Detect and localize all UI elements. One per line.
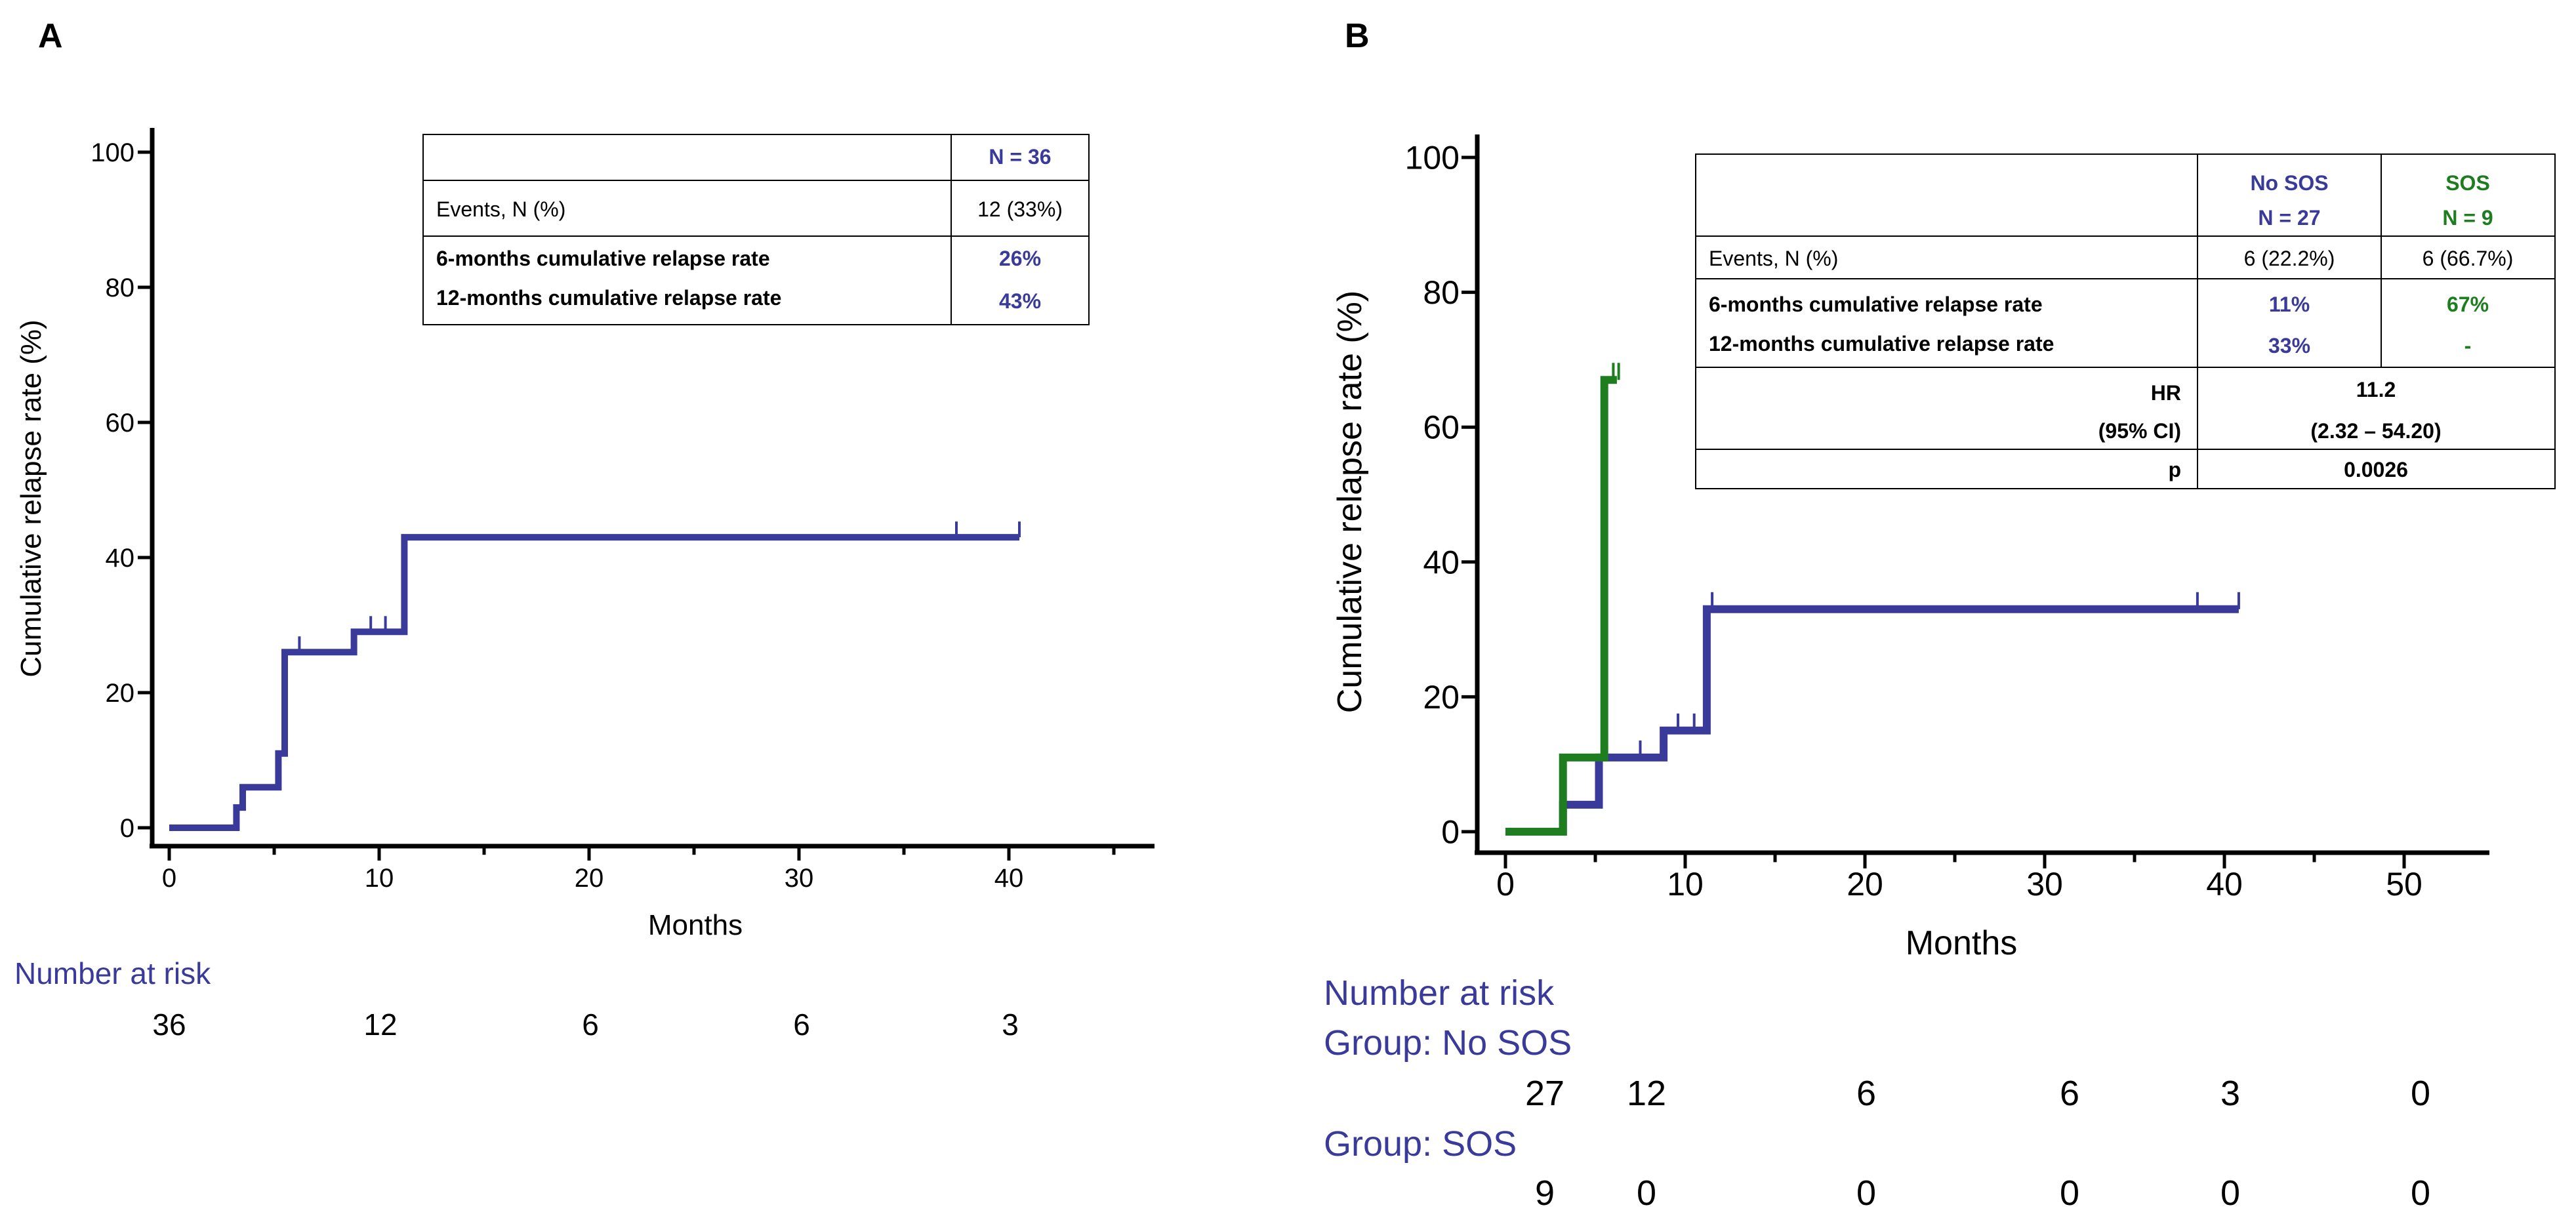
- b-x-tick-label: 10: [1667, 866, 1704, 903]
- b-risk-value: 0: [2411, 1173, 2430, 1213]
- b-hr-ci-label: (95% CI): [2098, 419, 2181, 443]
- b-risk-value: 0: [2220, 1173, 2240, 1213]
- b-x-tick-label: 30: [2026, 866, 2063, 903]
- b-events-label: Events, N (%): [1709, 247, 1838, 270]
- a-x-tick-label: 40: [994, 864, 1024, 893]
- a-rate6-value: 26%: [999, 247, 1041, 270]
- a-rate6-label: 6-months cumulative relapse rate: [436, 247, 770, 270]
- a-y-tick-label: 100: [91, 138, 134, 167]
- a-x-axis-title: Months: [648, 909, 743, 941]
- a-events-value: 12 (33%): [977, 197, 1063, 221]
- a-x-tick-label: 20: [575, 864, 604, 893]
- b-x-axis-title: Months: [1906, 924, 2018, 962]
- b-risk-value: 0: [2411, 1074, 2430, 1113]
- a-rate12-label: 12-months cumulative relapse rate: [436, 286, 781, 310]
- b-risk-group-sos: Group: SOS: [1324, 1124, 1517, 1164]
- a-y-tick-label: 20: [106, 679, 135, 708]
- b-hr-label: HR: [2151, 381, 2181, 405]
- b-risk-value: 3: [2220, 1074, 2240, 1113]
- b-risk-value: 0: [1637, 1173, 1656, 1213]
- panel-a: 0 20 40 60 80 100 0 10 20 30 40 Months Cumulative…: [14, 128, 1155, 1042]
- a-events-label: Events, N (%): [436, 197, 565, 221]
- b-col-sos-n: N = 9: [2442, 206, 2493, 230]
- b-p-value: 0.0026: [2344, 458, 2408, 481]
- a-table-header: N = 36: [989, 145, 1051, 169]
- b-col-nosos-title: No SOS: [2250, 171, 2328, 195]
- b-y-tick-label: 0: [1441, 814, 1460, 851]
- b-risk-value: 27: [1525, 1074, 1564, 1113]
- b-rate12-label: 12-months cumulative relapse rate: [1709, 332, 2054, 356]
- b-x-tick-label: 0: [1496, 866, 1515, 903]
- b-col-nosos-n: N = 27: [2258, 206, 2320, 230]
- b-rate12-nosos: 33%: [2268, 334, 2310, 357]
- a-x-tick-label: 10: [365, 864, 394, 893]
- a-risk-value: 12: [363, 1007, 397, 1042]
- b-x-tick-label: 20: [1847, 866, 1883, 903]
- b-risk-value: 6: [2060, 1074, 2079, 1113]
- b-risk-value: 6: [1856, 1074, 1876, 1113]
- b-risk-value: 0: [1856, 1173, 1876, 1213]
- b-rate12-sos: -: [2464, 334, 2472, 357]
- b-series-sos-line: [1505, 376, 1617, 836]
- b-events-sos: 6 (66.7%): [2423, 247, 2514, 270]
- panel-letter-a: A: [38, 17, 63, 55]
- b-hr-ci-value: (2.32 – 54.20): [2310, 419, 2441, 443]
- b-summary-table: No SOS N = 27 SOS N = 9 Events, N (%) 6 …: [1695, 153, 2556, 489]
- a-y-tick-label: 40: [106, 544, 135, 573]
- a-y-tick-label: 0: [120, 814, 134, 843]
- a-x-tick-label: 0: [162, 864, 176, 893]
- b-x-tick-label: 40: [2206, 866, 2243, 903]
- a-risk-title: Number at risk: [14, 956, 211, 990]
- b-events-nosos: 6 (22.2%): [2244, 247, 2335, 270]
- a-x-tick-label: 30: [785, 864, 814, 893]
- b-y-tick-label: 80: [1423, 274, 1460, 311]
- b-y-tick-label: 60: [1423, 409, 1460, 446]
- a-risk-value: 6: [582, 1007, 599, 1042]
- b-risk-value: 9: [1535, 1173, 1555, 1213]
- b-risk-group-nosos: Group: No SOS: [1324, 1023, 1572, 1063]
- b-y-tick-label: 20: [1423, 679, 1460, 716]
- a-series-all-line: [169, 534, 1019, 831]
- b-y-tick-label: 40: [1423, 544, 1460, 580]
- b-p-label: p: [2168, 458, 2181, 481]
- a-y-axis-title: Cumulative relapse rate (%): [15, 319, 47, 677]
- b-x-tick-label: 50: [2386, 866, 2423, 903]
- b-hr-value: 11.2: [2356, 378, 2396, 401]
- b-rate6-label: 6-months cumulative relapse rate: [1709, 293, 2043, 316]
- a-risk-value: 36: [152, 1007, 186, 1042]
- b-risk-value: 0: [2060, 1173, 2079, 1213]
- b-rate6-nosos: 11%: [2269, 293, 2310, 316]
- a-y-tick-label: 80: [106, 274, 135, 302]
- a-summary-table: N = 36 Events, N (%) 12 (33%) 6-months c…: [422, 134, 1090, 325]
- panel-letter-b: B: [1345, 17, 1370, 55]
- b-col-sos-title: SOS: [2445, 171, 2490, 195]
- b-y-axis-title: Cumulative relapse rate (%): [1331, 291, 1369, 713]
- b-y-tick-label: 100: [1405, 140, 1460, 176]
- a-risk-value: 3: [1002, 1007, 1019, 1042]
- b-risk-title: Number at risk: [1324, 973, 1555, 1013]
- a-y-tick-label: 60: [106, 409, 135, 437]
- b-risk-value: 12: [1627, 1074, 1666, 1113]
- b-series-no-sos-line: [1505, 605, 2239, 836]
- a-rate12-value: 43%: [999, 289, 1041, 313]
- a-risk-value: 6: [793, 1007, 810, 1042]
- b-rate6-sos: 67%: [2447, 293, 2489, 316]
